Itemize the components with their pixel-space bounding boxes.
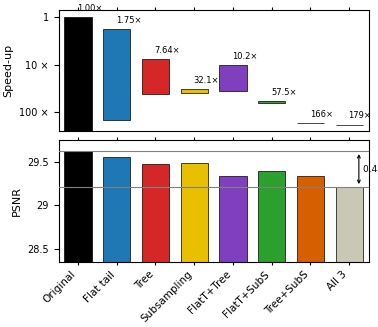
Bar bbox=[103, 157, 130, 327]
Text: 179×: 179× bbox=[349, 112, 371, 120]
Text: 166×: 166× bbox=[310, 110, 333, 119]
Bar bbox=[142, 164, 169, 327]
Text: 1.75×: 1.75× bbox=[116, 16, 141, 25]
Y-axis label: PSNR: PSNR bbox=[12, 186, 22, 216]
Bar bbox=[103, 29, 130, 120]
Bar bbox=[258, 171, 285, 327]
Bar bbox=[142, 59, 169, 94]
Bar bbox=[297, 177, 324, 327]
Y-axis label: Speed-up: Speed-up bbox=[4, 44, 14, 97]
Text: 32.1×: 32.1× bbox=[194, 76, 219, 85]
Text: 10.2×: 10.2× bbox=[232, 52, 257, 61]
Text: 1.00×: 1.00× bbox=[77, 4, 102, 13]
Bar bbox=[336, 187, 363, 327]
Bar bbox=[181, 163, 208, 327]
Bar bbox=[181, 89, 208, 94]
Bar bbox=[258, 101, 285, 103]
Bar bbox=[64, 151, 91, 327]
Text: 7.64×: 7.64× bbox=[155, 46, 180, 55]
Text: 57.5×: 57.5× bbox=[271, 88, 296, 97]
Bar bbox=[219, 65, 246, 91]
Bar bbox=[219, 177, 246, 327]
Bar bbox=[64, 17, 91, 131]
Text: 0.42 dB: 0.42 dB bbox=[363, 164, 378, 174]
